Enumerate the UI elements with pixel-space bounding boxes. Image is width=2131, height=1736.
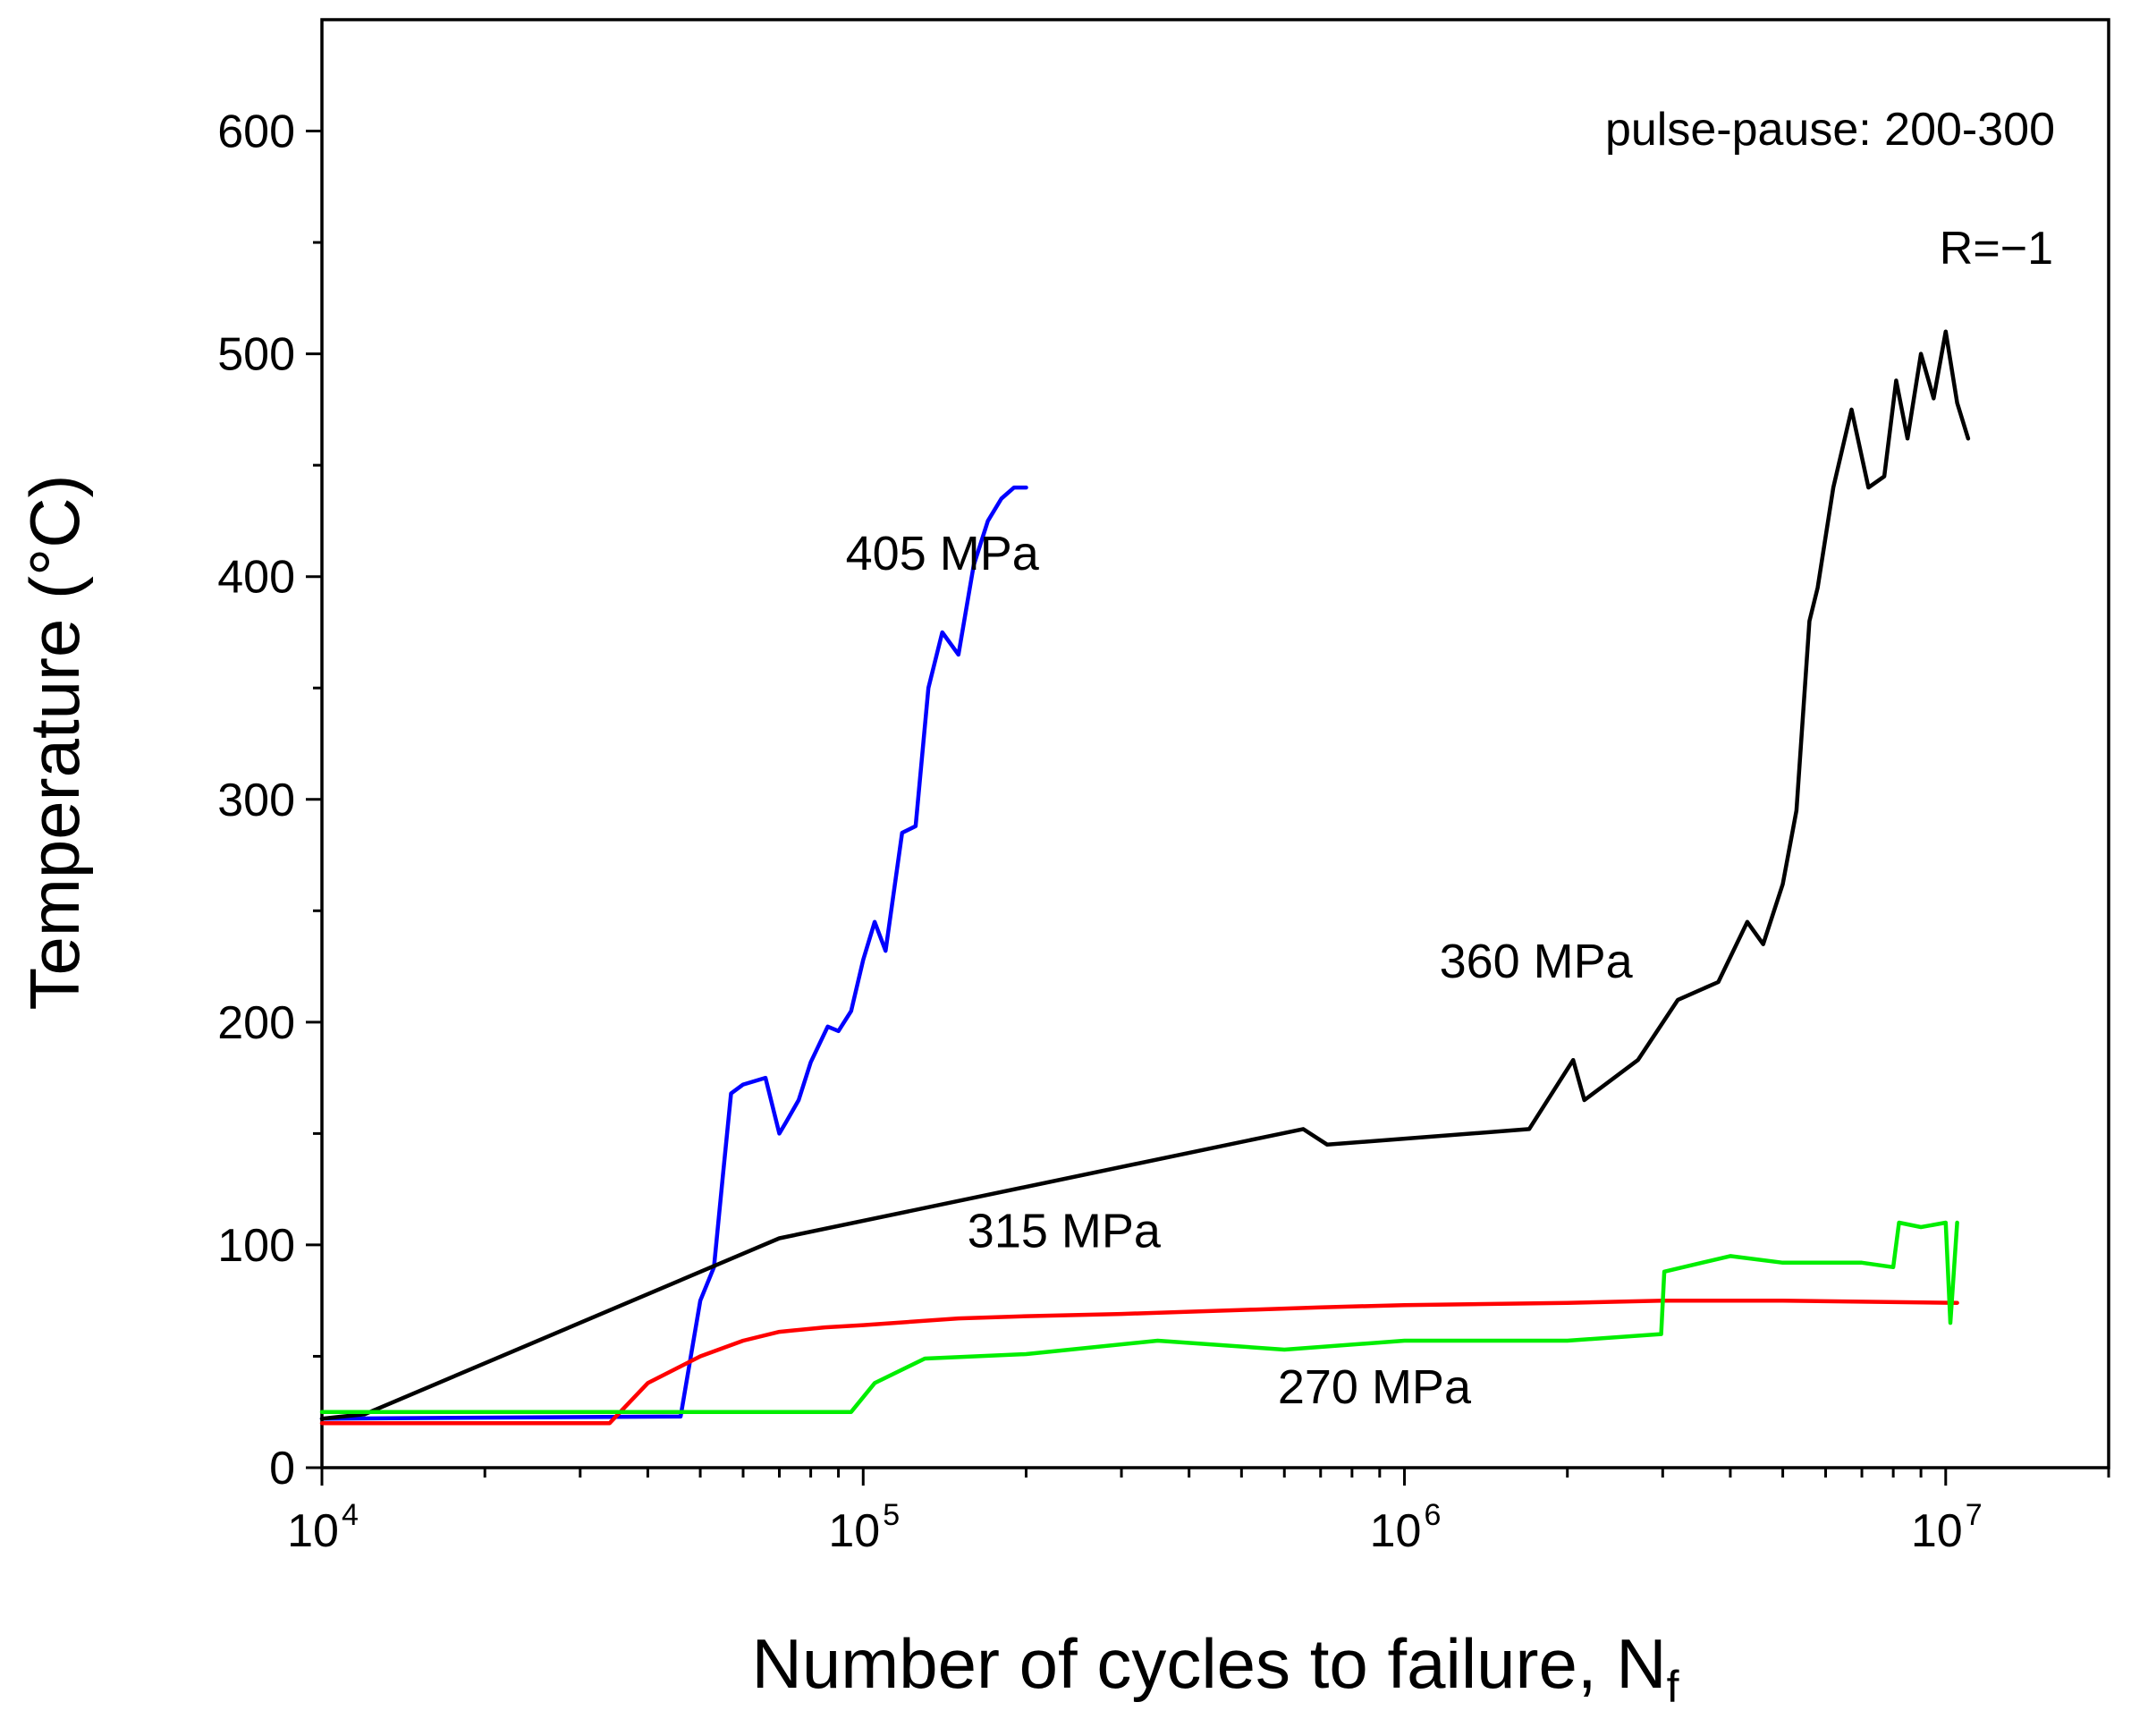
series-line-270-mpa [319, 1220, 1959, 1414]
x-tick-exponent: 6 [1425, 1498, 1442, 1532]
y-tick-label: 300 [217, 775, 295, 826]
series-label-270-mpa: 270 MPa [1278, 1360, 1472, 1414]
x-axis-title-subscript: f [1667, 1662, 1679, 1712]
x-tick-exponent: 5 [883, 1498, 900, 1532]
x-tick-exponent: 4 [342, 1498, 359, 1532]
annotation-r-ratio: R=−1 [1940, 223, 2053, 275]
y-tick-label: 0 [269, 1443, 295, 1495]
y-axis: 0 100 200 300 400 500 600 [217, 106, 322, 1495]
x-axis-title-main: Number of cycles to failure, N [752, 1624, 1667, 1703]
y-tick-label: 400 [217, 552, 295, 604]
series-label-315-mpa: 315 MPa [968, 1204, 1162, 1258]
x-tick-exponent: 7 [1966, 1498, 1983, 1532]
series-label-360-mpa: 360 MPa [1440, 935, 1634, 988]
series-line-360-mpa [319, 329, 1971, 1421]
y-tick-label: 200 [217, 997, 295, 1049]
series-line-405-mpa [319, 485, 1028, 1421]
y-axis-title: Temperature (°C) [15, 474, 94, 1010]
x-tick-label: 10 [287, 1505, 339, 1557]
y-tick-label: 100 [217, 1220, 295, 1272]
series-labels: 405 MPa 360 MPa 315 MPa 270 MPa [846, 527, 1634, 1414]
x-tick-label: 10 [828, 1505, 880, 1557]
x-axis: 10 4 10 5 10 6 10 7 [287, 1468, 2110, 1557]
x-tick-label: 10 [1911, 1505, 1963, 1557]
plot-frame [320, 18, 2110, 1469]
series-lines [319, 329, 1971, 1426]
annotation-pulse-pause: pulse-pause: 200-300 [1605, 104, 2055, 156]
y-tick-label: 600 [217, 106, 295, 158]
plot-area [320, 18, 2110, 1469]
series-line-315-mpa [319, 1298, 1959, 1426]
y-tick-label: 500 [217, 329, 295, 381]
x-axis-title: Number of cycles to failure, Nf [752, 1624, 1679, 1712]
series-label-405-mpa: 405 MPa [846, 527, 1040, 580]
x-tick-label: 10 [1370, 1505, 1422, 1557]
